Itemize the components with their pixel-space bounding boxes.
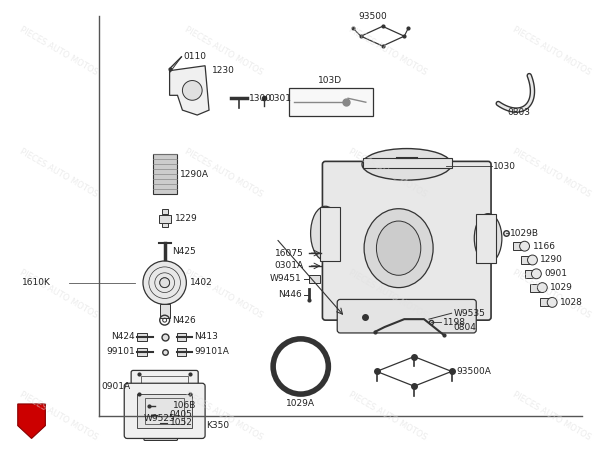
Circle shape bbox=[143, 261, 187, 304]
FancyBboxPatch shape bbox=[131, 370, 198, 402]
Text: PIECES AUTO MOTOS: PIECES AUTO MOTOS bbox=[511, 390, 593, 442]
Text: 0901A: 0901A bbox=[101, 382, 130, 391]
Polygon shape bbox=[18, 404, 46, 438]
Text: 1198: 1198 bbox=[443, 318, 466, 327]
Text: PIECES AUTO MOTOS: PIECES AUTO MOTOS bbox=[511, 268, 593, 320]
Text: 93500: 93500 bbox=[358, 12, 387, 21]
FancyBboxPatch shape bbox=[337, 299, 476, 333]
Text: 0110: 0110 bbox=[184, 52, 206, 61]
Bar bbox=[155, 402, 169, 410]
Bar bbox=[530, 284, 541, 292]
Text: N413: N413 bbox=[194, 333, 218, 342]
Text: N424: N424 bbox=[112, 333, 135, 342]
Text: 1610K: 1610K bbox=[22, 278, 50, 287]
Text: PIECES AUTO MOTOS: PIECES AUTO MOTOS bbox=[19, 268, 100, 320]
Text: PIECES AUTO MOTOS: PIECES AUTO MOTOS bbox=[347, 268, 428, 320]
Circle shape bbox=[527, 255, 538, 265]
Text: 106B: 106B bbox=[173, 401, 196, 410]
FancyBboxPatch shape bbox=[124, 383, 205, 438]
Text: W9525: W9525 bbox=[144, 414, 176, 423]
Text: 1029B: 1029B bbox=[510, 229, 539, 238]
Text: N425: N425 bbox=[173, 247, 196, 256]
Circle shape bbox=[520, 241, 530, 251]
Ellipse shape bbox=[364, 209, 433, 288]
Circle shape bbox=[547, 297, 557, 307]
Text: PIECES AUTO MOTOS: PIECES AUTO MOTOS bbox=[19, 25, 100, 77]
Bar bbox=[153, 154, 176, 194]
Bar bbox=[521, 256, 530, 264]
Text: 0804: 0804 bbox=[454, 323, 476, 332]
Text: PIECES AUTO MOTOS: PIECES AUTO MOTOS bbox=[347, 147, 428, 198]
Text: PIECES AUTO MOTOS: PIECES AUTO MOTOS bbox=[511, 147, 593, 198]
Text: PIECES AUTO MOTOS: PIECES AUTO MOTOS bbox=[183, 268, 264, 320]
Bar bbox=[176, 348, 187, 356]
Bar bbox=[541, 298, 550, 306]
Circle shape bbox=[538, 283, 547, 293]
Text: 0301A: 0301A bbox=[275, 261, 304, 270]
Text: W9535: W9535 bbox=[454, 309, 485, 318]
Text: PIECES AUTO MOTOS: PIECES AUTO MOTOS bbox=[347, 390, 428, 442]
Text: K350: K350 bbox=[206, 421, 229, 430]
Text: 93500A: 93500A bbox=[457, 367, 491, 376]
Text: 99101A: 99101A bbox=[194, 347, 229, 356]
Bar bbox=[137, 333, 147, 341]
Bar bbox=[308, 275, 320, 283]
Text: W9451: W9451 bbox=[270, 274, 302, 283]
Bar bbox=[160, 304, 170, 318]
Text: 0405: 0405 bbox=[170, 410, 193, 419]
Bar bbox=[141, 376, 188, 396]
Bar bbox=[476, 214, 496, 263]
Circle shape bbox=[160, 278, 170, 288]
Text: 1028: 1028 bbox=[560, 298, 583, 307]
Text: PIECES AUTO MOTOS: PIECES AUTO MOTOS bbox=[347, 25, 428, 77]
Bar bbox=[159, 215, 170, 222]
Text: 1052: 1052 bbox=[170, 418, 193, 427]
Text: 1300: 1300 bbox=[248, 94, 271, 103]
Ellipse shape bbox=[311, 206, 340, 261]
Polygon shape bbox=[170, 66, 209, 115]
Bar bbox=[524, 270, 535, 278]
Text: PIECES AUTO MOTOS: PIECES AUTO MOTOS bbox=[19, 390, 100, 442]
Bar bbox=[289, 88, 373, 116]
Text: 1029A: 1029A bbox=[286, 400, 315, 409]
FancyBboxPatch shape bbox=[322, 162, 491, 320]
Ellipse shape bbox=[474, 214, 502, 263]
Text: 99101: 99101 bbox=[106, 347, 135, 356]
Bar bbox=[137, 394, 192, 428]
Text: N446: N446 bbox=[278, 290, 302, 299]
Text: PIECES AUTO MOTOS: PIECES AUTO MOTOS bbox=[19, 147, 100, 198]
Text: 1030: 1030 bbox=[493, 162, 516, 171]
Text: PIECES AUTO MOTOS: PIECES AUTO MOTOS bbox=[183, 147, 264, 198]
Bar bbox=[162, 209, 167, 214]
Text: 1029: 1029 bbox=[550, 283, 573, 292]
Text: 1166: 1166 bbox=[532, 242, 556, 251]
Bar bbox=[137, 348, 147, 356]
Text: 1229: 1229 bbox=[175, 214, 197, 223]
Bar bbox=[363, 158, 452, 168]
Text: 1290: 1290 bbox=[541, 256, 563, 265]
Circle shape bbox=[532, 269, 541, 279]
Bar bbox=[157, 412, 167, 418]
Text: PIECES AUTO MOTOS: PIECES AUTO MOTOS bbox=[183, 25, 264, 77]
Bar bbox=[145, 398, 184, 423]
Text: PIECES AUTO MOTOS: PIECES AUTO MOTOS bbox=[183, 390, 264, 442]
Text: 103D: 103D bbox=[318, 76, 343, 85]
Text: 1290A: 1290A bbox=[181, 170, 209, 179]
Ellipse shape bbox=[362, 148, 451, 180]
Text: 0803: 0803 bbox=[508, 108, 531, 117]
Text: PIECES AUTO MOTOS: PIECES AUTO MOTOS bbox=[511, 25, 593, 77]
Text: 1230: 1230 bbox=[212, 66, 235, 75]
Ellipse shape bbox=[376, 221, 421, 275]
Text: 16075: 16075 bbox=[275, 248, 304, 257]
Circle shape bbox=[182, 81, 202, 100]
Bar bbox=[176, 333, 187, 341]
Bar bbox=[162, 222, 167, 227]
FancyBboxPatch shape bbox=[144, 425, 178, 441]
Text: 0301: 0301 bbox=[268, 94, 291, 103]
Bar bbox=[320, 207, 340, 261]
Text: 0901: 0901 bbox=[544, 269, 567, 278]
Bar bbox=[513, 242, 523, 250]
Text: N426: N426 bbox=[173, 315, 196, 324]
Text: 1402: 1402 bbox=[190, 278, 213, 287]
